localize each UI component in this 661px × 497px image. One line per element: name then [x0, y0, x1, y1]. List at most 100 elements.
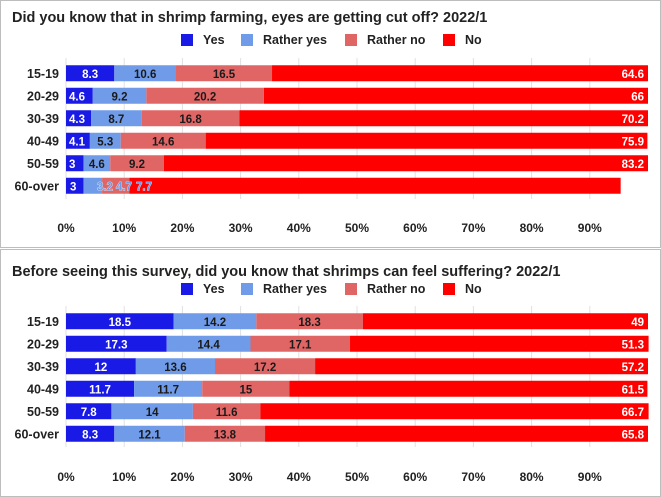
bar-rather-no: [202, 380, 290, 397]
data-label: 4.3: [69, 114, 85, 126]
data-label: 70.2: [622, 114, 644, 126]
data-label: 16.8: [179, 114, 202, 126]
data-label: 84.4: [622, 181, 645, 193]
x-tick-label: 60%: [403, 221, 427, 235]
bar-yes: [66, 177, 84, 194]
data-label: 14.4: [197, 339, 220, 351]
bar-rather-no: [141, 110, 240, 127]
bar-rather-no: [146, 87, 264, 104]
bar-rather-no: [256, 313, 363, 330]
legend-swatch-no: [443, 283, 455, 295]
bar-no: [289, 380, 648, 397]
bar-no: [265, 425, 648, 442]
data-label: 14: [146, 407, 159, 419]
category-label: 20-29: [27, 337, 59, 351]
x-tick-label: 40%: [287, 221, 311, 235]
bar-no: [129, 177, 621, 194]
bar-rather-no: [102, 177, 130, 194]
data-label: 15: [239, 384, 252, 396]
x-tick-label: 80%: [520, 221, 544, 235]
x-tick-label: 50%: [345, 221, 369, 235]
bar-no: [315, 358, 648, 375]
chart-1: Did you know that in shrimp farming, eye…: [0, 0, 661, 248]
legend-swatch-rather-yes: [241, 34, 253, 46]
data-label: 17.3: [105, 339, 127, 351]
data-label: 14.6: [152, 136, 174, 148]
bar-yes: [66, 110, 92, 127]
chart-2: Before seeing this survey, did you know …: [0, 249, 661, 497]
bar-rather-yes: [92, 87, 147, 104]
bar-rather-no: [110, 155, 164, 172]
legend-label-yes: Yes: [203, 33, 225, 47]
legend-label-rather-no: Rather no: [367, 33, 426, 47]
data-label: 49: [631, 317, 644, 329]
data-label: 13.6: [164, 362, 186, 374]
data-label: 11.7: [89, 384, 111, 396]
bar-rather-yes: [91, 110, 142, 127]
bar-yes: [66, 403, 112, 420]
bar-yes: [66, 65, 115, 82]
bar-rather-yes: [83, 155, 111, 172]
bar-rather-no: [184, 425, 266, 442]
data-label: 13.8: [214, 429, 237, 441]
category-label: 60-over: [15, 427, 60, 441]
data-label: 64.6: [622, 69, 644, 81]
data-label: 66: [631, 91, 644, 103]
bar-no: [272, 65, 648, 82]
data-label: 11.7: [157, 384, 179, 396]
data-label: 61.5: [622, 384, 645, 396]
data-label: 10.6: [134, 69, 156, 81]
category-label: 60-over: [15, 179, 60, 193]
data-label: 83.2: [622, 159, 644, 171]
bar-no: [205, 132, 648, 149]
bar-rather-yes: [89, 132, 121, 149]
bar-rather-no: [120, 132, 206, 149]
data-label: 3: [70, 181, 76, 193]
bar-rather-yes: [114, 425, 185, 442]
category-label: 15-19: [27, 67, 59, 81]
data-label: 8.7: [108, 114, 124, 126]
legend-swatch-rather-no: [345, 283, 357, 295]
x-tick-label: 30%: [229, 221, 253, 235]
data-label: 8.3: [82, 69, 98, 81]
bar-yes: [66, 313, 174, 330]
x-tick-label: 50%: [345, 470, 369, 484]
category-label: 40-49: [27, 382, 59, 396]
data-label: 18.5: [109, 317, 132, 329]
legend-swatch-yes: [181, 283, 193, 295]
bar-rather-yes: [111, 403, 193, 420]
bar-rather-no: [250, 335, 351, 352]
legend-swatch-rather-yes: [241, 283, 253, 295]
data-label: 4.1: [69, 136, 86, 148]
bar-yes: [66, 335, 167, 352]
category-label: 20-29: [27, 89, 59, 103]
bar-no: [263, 87, 648, 104]
x-tick-label: 90%: [578, 470, 602, 484]
chart-title: Before seeing this survey, did you know …: [12, 264, 560, 280]
legend-swatch-yes: [181, 34, 193, 46]
data-label: 17.2: [254, 362, 276, 374]
x-tick-label: 0%: [57, 470, 75, 484]
x-tick-label: 60%: [403, 470, 427, 484]
bar-no: [362, 313, 648, 330]
legend-label-no: No: [465, 282, 482, 296]
data-label: 4.6: [69, 91, 85, 103]
legend-label-rather-yes: Rather yes: [263, 33, 327, 47]
data-label: 5.3: [97, 136, 113, 148]
bar-yes: [66, 132, 90, 149]
legend-label-rather-no: Rather no: [367, 282, 426, 296]
category-label: 50-59: [27, 157, 59, 171]
data-label: 4.7: [116, 181, 132, 193]
bar-no: [239, 110, 648, 127]
data-label: 65.8: [622, 429, 645, 441]
bar-yes: [66, 425, 115, 442]
x-tick-label: 20%: [170, 221, 194, 235]
legend-label-no: No: [465, 33, 482, 47]
x-tick-label: 30%: [229, 470, 253, 484]
x-tick-label: 0%: [57, 221, 75, 235]
data-label: 9.2: [112, 91, 128, 103]
bar-rather-no: [175, 65, 273, 82]
bar-rather-yes: [166, 335, 251, 352]
data-label: 11.6: [216, 407, 238, 419]
